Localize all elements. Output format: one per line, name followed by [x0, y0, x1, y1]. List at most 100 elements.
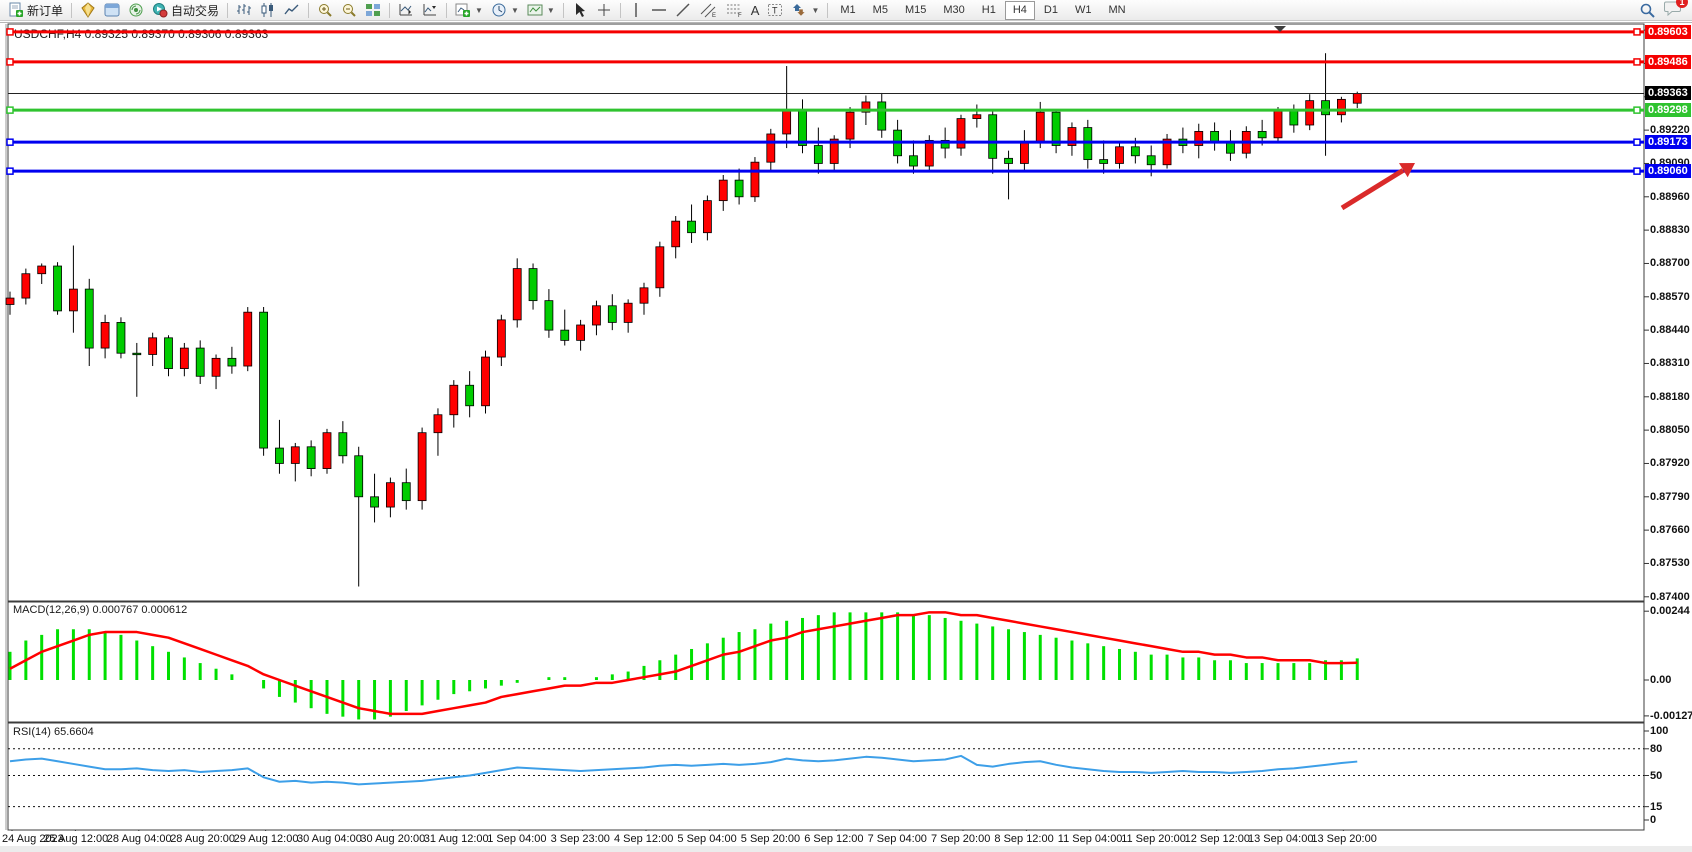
price-tick-label: 0.88180: [1650, 390, 1690, 403]
candle: [1051, 111, 1061, 146]
chevron-down-icon: ▼: [546, 5, 555, 15]
candle: [940, 139, 950, 149]
tile-windows-icon: [366, 4, 381, 16]
candle: [1004, 157, 1013, 164]
auto-scroll-button[interactable]: [394, 1, 418, 19]
fibonacci-tool-button[interactable]: F: [721, 1, 747, 19]
templates-button[interactable]: ▼: [523, 1, 559, 19]
chevron-down-icon: ▼: [811, 5, 820, 15]
time-axis-label: 31 Aug 12:00: [423, 833, 489, 845]
arrow-annotation[interactable]: [1340, 168, 1405, 211]
current-price-badge: 0.89363: [1645, 86, 1691, 101]
candle: [512, 268, 522, 321]
text-tool-icon: A: [750, 2, 760, 18]
candle: [401, 482, 411, 502]
line-handle[interactable]: [6, 106, 14, 114]
candle: [290, 446, 300, 464]
macd-axis-label: 0.00: [1650, 674, 1672, 686]
candle: [211, 357, 221, 377]
line-handle[interactable]: [6, 138, 14, 146]
candle: [845, 111, 855, 140]
notifications-button[interactable]: 1: [1664, 0, 1688, 21]
candle: [496, 319, 506, 358]
zoom-out-button[interactable]: [337, 1, 361, 19]
time-axis-label: 7 Sep 04:00: [867, 833, 927, 845]
signal-button[interactable]: [124, 1, 148, 19]
candle: [449, 384, 459, 416]
candle: [243, 311, 253, 367]
rsi-line: [9, 754, 1358, 786]
signal-icon: [129, 3, 143, 17]
timeframe-button-m30[interactable]: M30: [943, 3, 965, 16]
candle: [370, 496, 379, 508]
periods-button[interactable]: ▼: [487, 1, 523, 19]
new-order-button[interactable]: 新订单: [4, 1, 67, 19]
time-axis-label: 7 Sep 20:00: [931, 833, 991, 845]
tile-windows-button[interactable]: [361, 1, 385, 19]
candlestick-chart-button[interactable]: [256, 1, 280, 19]
line-handle[interactable]: [6, 167, 14, 175]
zoom-in-button[interactable]: [313, 1, 337, 19]
candle: [84, 288, 94, 349]
indicators-button[interactable]: ▼: [451, 1, 487, 19]
arrows-tool-button[interactable]: ▼: [787, 1, 823, 19]
profile-button[interactable]: [100, 1, 124, 19]
auto-scroll-icon: [399, 4, 413, 16]
bar-chart-button[interactable]: [232, 1, 256, 19]
toolbar-separator: [446, 2, 448, 18]
timeframe-group: M1 M5 M15 M30 H1 H4 D1 W1 MN: [832, 0, 1133, 20]
timeframe-button-d1[interactable]: D1: [1043, 3, 1058, 16]
rsi-indicator-label: RSI(14) 65.6604: [13, 726, 94, 738]
timeframe-button-m15[interactable]: M15: [904, 3, 927, 16]
channel-tool-button[interactable]: E: [695, 1, 721, 19]
line-handle[interactable]: [6, 58, 14, 66]
toolbar-separator: [389, 2, 391, 18]
candle: [1020, 142, 1029, 164]
candle: [877, 101, 887, 131]
line-chart-icon: [284, 4, 299, 15]
rsi-panel: [7, 722, 1645, 831]
search-icon[interactable]: [1639, 2, 1656, 19]
line-handle[interactable]: [6, 28, 14, 36]
candle: [227, 357, 237, 367]
timeframe-button-w1[interactable]: W1: [1074, 3, 1092, 16]
main-chart-panel: [7, 23, 1645, 602]
line-handle[interactable]: [1633, 58, 1641, 66]
auto-trading-button[interactable]: 自动交易: [148, 1, 223, 19]
candle: [1337, 98, 1346, 116]
time-axis-label: 5 Sep 04:00: [677, 833, 737, 845]
candle: [465, 384, 475, 407]
timeframe-button-m1[interactable]: M1: [840, 3, 856, 16]
candle: [861, 101, 871, 113]
vertical-line-tool-button[interactable]: [625, 1, 647, 19]
time-axis-label: 8 Sep 12:00: [994, 833, 1054, 845]
line-handle[interactable]: [1633, 106, 1641, 114]
timeframe-button-mn[interactable]: MN: [1108, 3, 1126, 16]
candle: [1289, 110, 1299, 126]
candle: [275, 447, 284, 464]
cursor-tool-button[interactable]: [568, 1, 592, 19]
candle: [148, 337, 158, 355]
candle: [306, 446, 316, 469]
text-tool-button[interactable]: A: [747, 1, 764, 19]
line-handle[interactable]: [1633, 28, 1641, 36]
candle: [417, 432, 427, 502]
styles-button[interactable]: [76, 1, 100, 19]
line-chart-button[interactable]: [280, 1, 304, 19]
line-handle[interactable]: [1633, 138, 1641, 146]
candle: [972, 114, 982, 119]
horizontal-line-tool-button[interactable]: [647, 1, 671, 19]
timeframe-button-h1[interactable]: H1: [981, 3, 996, 16]
arrow-annotation-head[interactable]: [1399, 163, 1415, 178]
chart-shift-button[interactable]: [418, 1, 442, 19]
candle: [592, 305, 601, 326]
label-tool-button[interactable]: T: [763, 1, 787, 19]
line-handle[interactable]: [1633, 167, 1641, 175]
timeframe-button-h4[interactable]: H4: [1004, 0, 1035, 20]
rsi-axis-label: 50: [1650, 769, 1663, 782]
timeframe-button-m5[interactable]: M5: [872, 3, 888, 16]
trendline-tool-button[interactable]: [671, 1, 695, 19]
crosshair-tool-button[interactable]: [592, 1, 616, 19]
candle: [1257, 131, 1267, 139]
candle: [766, 133, 776, 163]
